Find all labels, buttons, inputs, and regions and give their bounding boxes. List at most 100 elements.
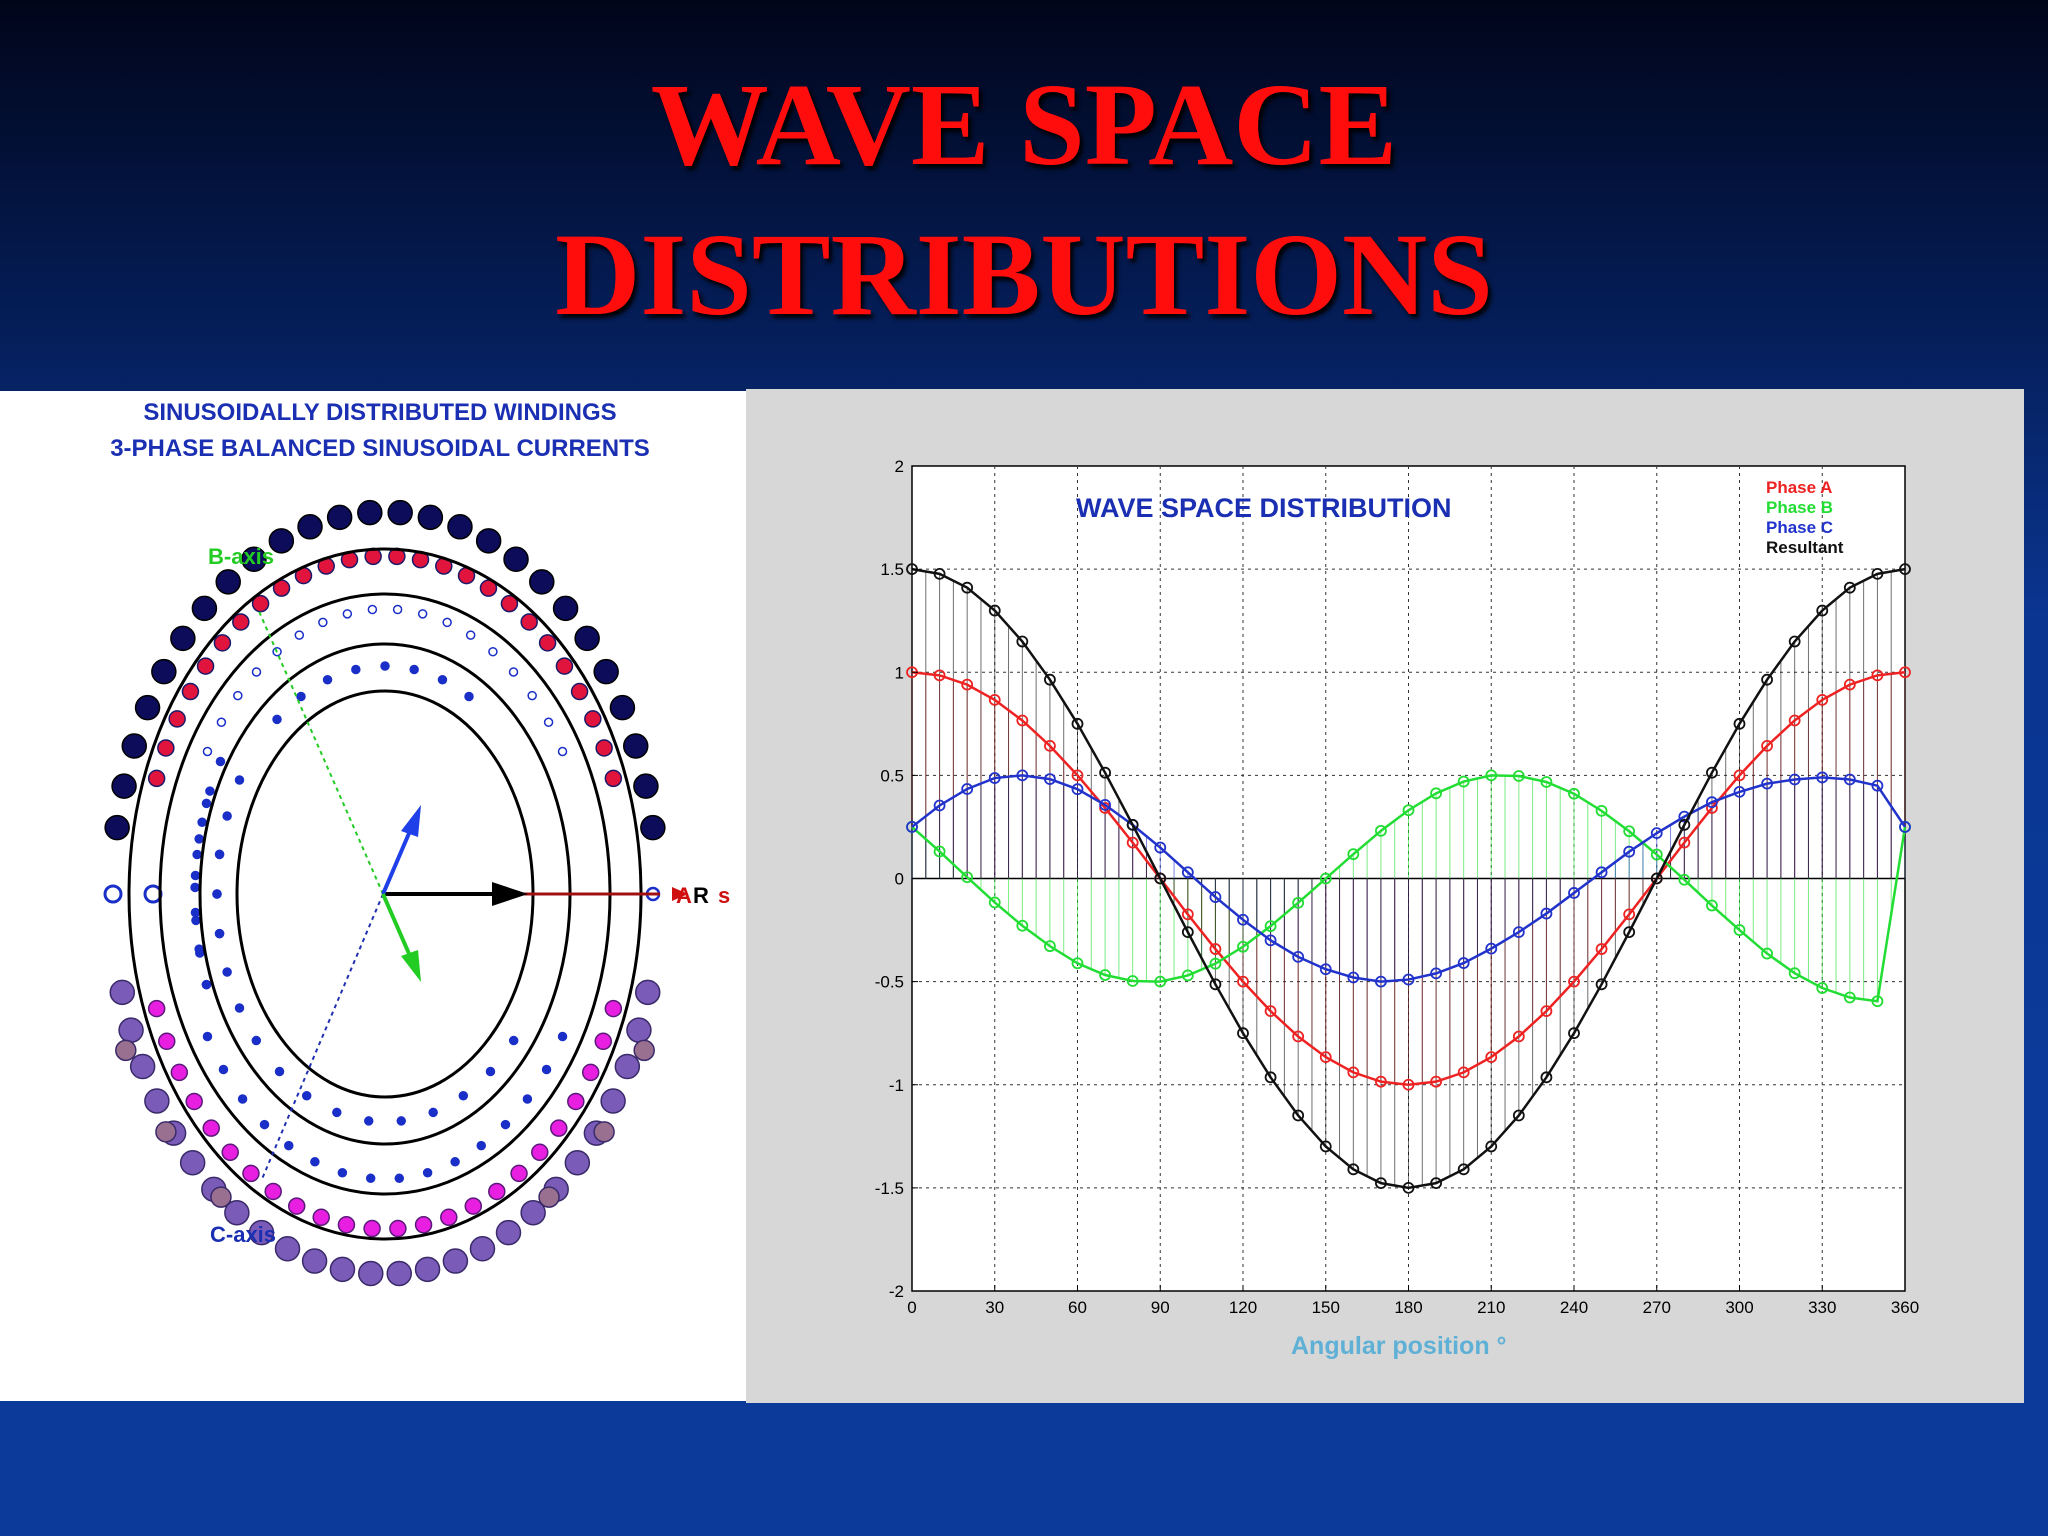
conductor-magenta bbox=[242, 1164, 260, 1183]
conductor-dark bbox=[633, 773, 659, 799]
conductor-small-blue bbox=[194, 944, 204, 954]
conductor-dark bbox=[622, 733, 649, 759]
data-point bbox=[1540, 1005, 1553, 1018]
conductor-small-blue bbox=[259, 1119, 270, 1130]
conductor-magenta bbox=[531, 1143, 549, 1162]
conductor-small-blue bbox=[214, 928, 225, 939]
conductor-mauve bbox=[593, 1121, 615, 1143]
conductor-small-blue bbox=[237, 1094, 248, 1104]
conductor-small-blue bbox=[284, 1140, 294, 1151]
data-point bbox=[1347, 971, 1360, 984]
data-point bbox=[1071, 769, 1084, 782]
conductor-magenta bbox=[147, 999, 166, 1018]
x-tick-label: 90 bbox=[1151, 1298, 1170, 1317]
wave-space-chart: 0 30 60 90 120 150 180 210 240 270 300 330 360 2 1.5 1 0… bbox=[875, 457, 1919, 1360]
conductor-small-blue bbox=[234, 775, 245, 785]
legend-item-resultant: Resultant bbox=[1766, 538, 1844, 557]
data-point bbox=[1512, 926, 1525, 939]
conductor-small-blue bbox=[322, 675, 333, 685]
conductor-small-blue bbox=[222, 967, 232, 977]
conductor-dark bbox=[387, 499, 413, 526]
series-line-resultant bbox=[911, 567, 1906, 1190]
conductor-small-blue bbox=[296, 691, 306, 702]
slide-title: WAVE SPACE DISTRIBUTIONS bbox=[0, 50, 2048, 350]
data-point bbox=[1650, 872, 1663, 885]
conductor-magenta bbox=[414, 1216, 433, 1234]
conductor-small-blue bbox=[522, 1094, 533, 1104]
x-tick-label: 150 bbox=[1312, 1298, 1340, 1317]
conductor-dark bbox=[503, 546, 529, 573]
conductor-small-open bbox=[216, 717, 227, 727]
conductor-red bbox=[604, 769, 623, 788]
data-point bbox=[1650, 848, 1663, 861]
data-point bbox=[1623, 926, 1636, 939]
data-point bbox=[1099, 798, 1111, 811]
data-point bbox=[961, 678, 974, 691]
data-point bbox=[1623, 845, 1636, 858]
data-point bbox=[1871, 669, 1884, 682]
data-point bbox=[1071, 783, 1084, 796]
conductor-red bbox=[520, 613, 538, 631]
conductor-purple bbox=[564, 1149, 591, 1176]
data-point bbox=[1595, 978, 1608, 991]
conductor-purple bbox=[358, 1260, 384, 1287]
data-point bbox=[1485, 769, 1498, 782]
data-point bbox=[1706, 796, 1718, 809]
conductor-a-open bbox=[103, 884, 123, 904]
phase-b-arrow bbox=[381, 805, 421, 895]
conductor-magenta bbox=[567, 1092, 585, 1111]
data-point bbox=[1292, 896, 1305, 909]
conductor-magenta bbox=[510, 1164, 528, 1183]
data-point bbox=[1816, 693, 1829, 706]
conductor-small-blue bbox=[365, 1173, 376, 1184]
conductor-small-blue bbox=[409, 664, 419, 675]
conductor-red bbox=[538, 634, 557, 652]
conductor-small-blue bbox=[190, 870, 201, 881]
conductor-small-blue bbox=[201, 798, 212, 809]
x-tick-label: 300 bbox=[1725, 1298, 1753, 1317]
data-point bbox=[1733, 785, 1746, 798]
data-point bbox=[933, 799, 946, 812]
conductor-purple bbox=[386, 1260, 412, 1287]
conductor-small-open bbox=[543, 717, 554, 727]
data-point bbox=[1788, 773, 1801, 786]
conductor-magenta bbox=[604, 999, 623, 1018]
data-point bbox=[1402, 1078, 1415, 1091]
y-tick-label: -1 bbox=[889, 1076, 904, 1095]
x-axis-label: Angular position ° bbox=[1291, 1332, 1507, 1360]
legend-item-phase-b: Phase B bbox=[1766, 498, 1833, 517]
data-point bbox=[1375, 1177, 1387, 1190]
winding-diagram: B-axis C-axis A R s bbox=[103, 499, 730, 1287]
data-point bbox=[1237, 913, 1249, 926]
conductor-magenta bbox=[170, 1063, 189, 1082]
data-point bbox=[988, 896, 1001, 909]
conductor-purple bbox=[301, 1248, 328, 1274]
conductor-purple bbox=[442, 1248, 469, 1274]
x-tick-label: 30 bbox=[985, 1298, 1004, 1317]
conductor-dark bbox=[104, 814, 130, 841]
conductor-small-open bbox=[465, 630, 476, 640]
data-point bbox=[1816, 771, 1829, 784]
data-point bbox=[1540, 907, 1553, 920]
conductor-small-blue bbox=[215, 756, 226, 767]
conductor-dark bbox=[170, 625, 196, 652]
data-point bbox=[1347, 848, 1360, 861]
conductor-mauve bbox=[633, 1039, 655, 1062]
data-point bbox=[1457, 775, 1470, 788]
y-tick-label: -2 bbox=[889, 1282, 904, 1301]
a-axis-label: A bbox=[676, 883, 692, 908]
b-axis-label: B-axis bbox=[208, 544, 274, 569]
winding-title-line1: SINUSOIDALLY DISTRIBUTED WINDINGS bbox=[143, 399, 617, 426]
conductor-small-open bbox=[527, 690, 537, 701]
slide-title-line1: WAVE SPACE bbox=[650, 59, 1398, 190]
conductor-mauve bbox=[115, 1039, 137, 1062]
x-tick-label: 210 bbox=[1477, 1298, 1505, 1317]
conductor-dark bbox=[121, 733, 148, 759]
axis-ticks: 0 30 60 90 120 150 180 210 240 270 300 330 360 2 1.5 1 0… bbox=[875, 457, 1919, 1317]
data-point bbox=[1512, 770, 1525, 782]
conductor-magenta bbox=[202, 1119, 220, 1137]
conductor-magenta bbox=[581, 1063, 600, 1082]
conductor-small-open bbox=[442, 617, 452, 628]
winding-conductors bbox=[103, 499, 666, 1287]
data-point bbox=[1209, 943, 1222, 955]
